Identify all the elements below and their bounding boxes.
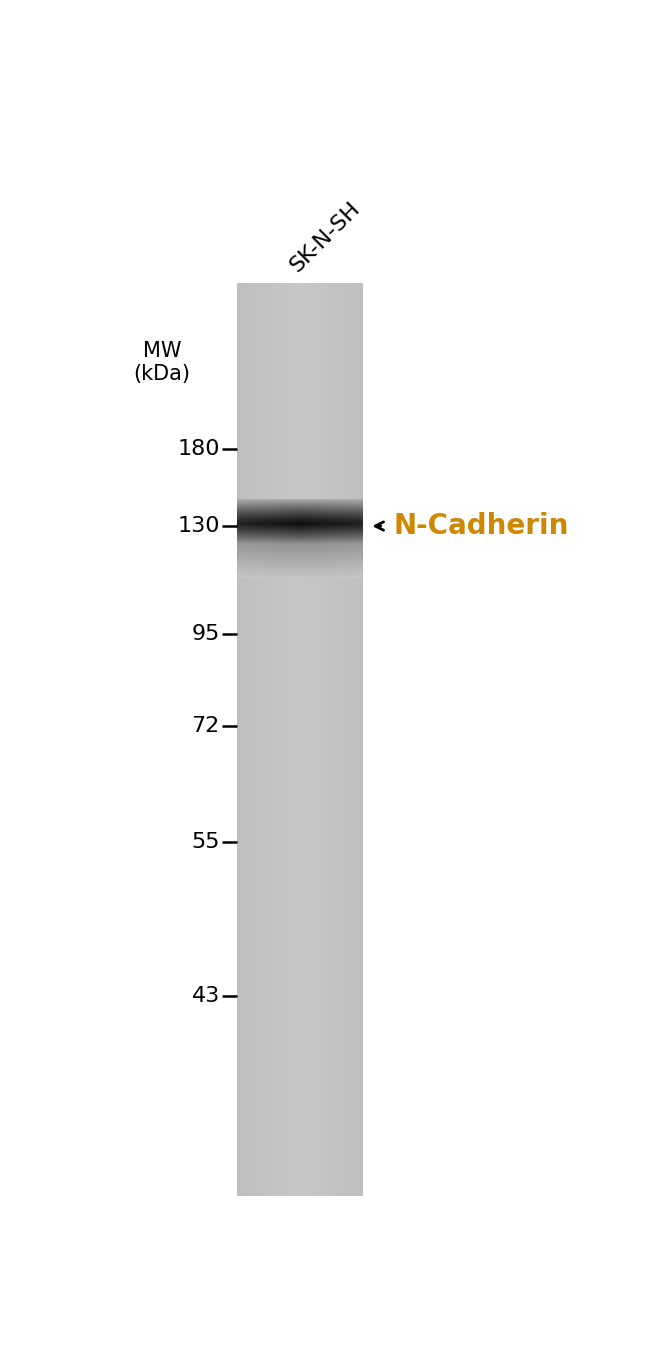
Text: 95: 95 bbox=[191, 624, 220, 644]
Text: SK-N-SH: SK-N-SH bbox=[286, 198, 364, 276]
Text: N-Cadherin: N-Cadherin bbox=[393, 512, 569, 540]
Text: 72: 72 bbox=[192, 717, 220, 736]
Text: 43: 43 bbox=[192, 986, 220, 1005]
Text: 180: 180 bbox=[177, 439, 220, 460]
Text: 130: 130 bbox=[177, 516, 220, 536]
Text: 55: 55 bbox=[191, 832, 220, 852]
Text: MW
(kDa): MW (kDa) bbox=[133, 341, 190, 384]
